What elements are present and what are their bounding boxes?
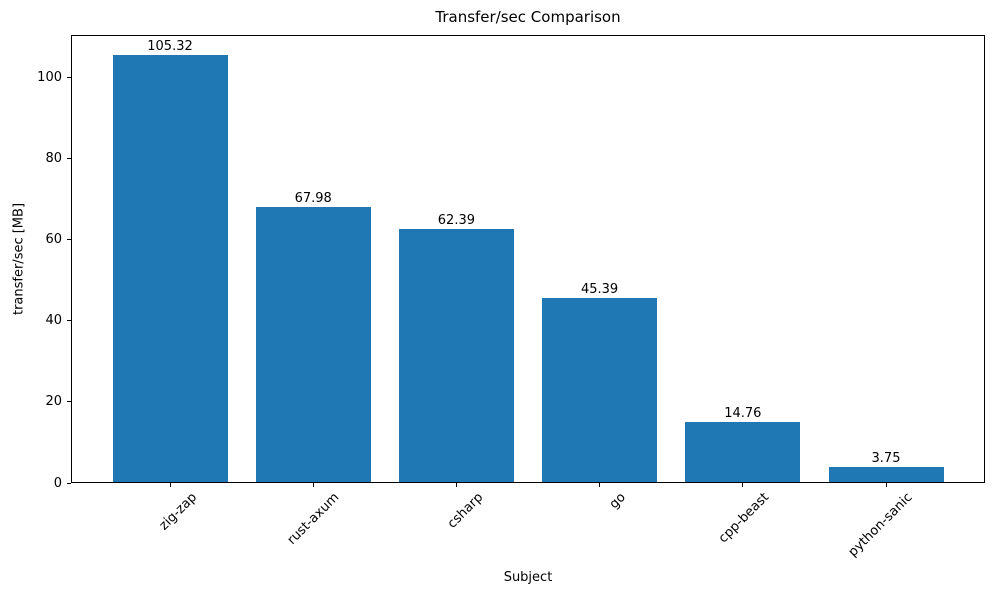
y-tick-label: 60: [45, 232, 62, 248]
y-tick-label: 20: [45, 394, 62, 410]
x-tick-mark: [742, 483, 744, 487]
y-axis-label: transfer/sec [MB]: [11, 202, 27, 316]
x-tick-label: python-sanic: [845, 490, 916, 560]
x-tick-mark: [599, 483, 601, 487]
x-tick-mark: [169, 483, 171, 487]
x-tick-label: zig-zap: [156, 490, 200, 534]
bar-value-label: 67.98: [294, 191, 332, 206]
bar: [542, 298, 657, 482]
x-tick-label: rust-axum: [285, 490, 343, 548]
y-tick-mark: [67, 77, 71, 79]
bar-value-label: 14.76: [724, 406, 762, 421]
bar-value-label: 3.75: [871, 451, 901, 466]
bar: [399, 229, 514, 482]
y-tick-label: 0: [53, 475, 62, 491]
bar-value-label: 105.32: [147, 39, 193, 54]
x-tick-label: cpp-beast: [716, 490, 773, 547]
bar: [829, 467, 944, 482]
y-tick-mark: [67, 482, 71, 484]
x-tick-label: go: [607, 490, 630, 513]
y-tick-label: 100: [37, 70, 62, 86]
y-tick-mark: [67, 158, 71, 160]
y-tick-label: 80: [45, 151, 62, 167]
y-tick-mark: [67, 320, 71, 322]
y-tick-label: 40: [45, 313, 62, 329]
plot-area: [71, 35, 985, 483]
chart-title: Transfer/sec Comparison: [435, 8, 621, 26]
bar-value-label: 45.39: [580, 282, 619, 297]
bar: [685, 422, 800, 482]
bar: [113, 55, 228, 482]
x-tick-label: csharp: [444, 490, 487, 532]
x-tick-mark: [885, 483, 887, 487]
bar-value-label: 62.39: [437, 213, 475, 228]
x-axis-label: Subject: [503, 570, 553, 585]
y-tick-mark: [67, 401, 71, 403]
x-tick-mark: [455, 483, 457, 487]
x-tick-mark: [312, 483, 314, 487]
bar: [256, 207, 371, 482]
y-tick-mark: [67, 239, 71, 241]
